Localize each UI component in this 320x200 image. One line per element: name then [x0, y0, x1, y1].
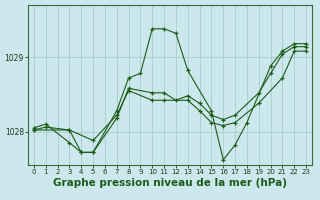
X-axis label: Graphe pression niveau de la mer (hPa): Graphe pression niveau de la mer (hPa) [53, 178, 287, 188]
